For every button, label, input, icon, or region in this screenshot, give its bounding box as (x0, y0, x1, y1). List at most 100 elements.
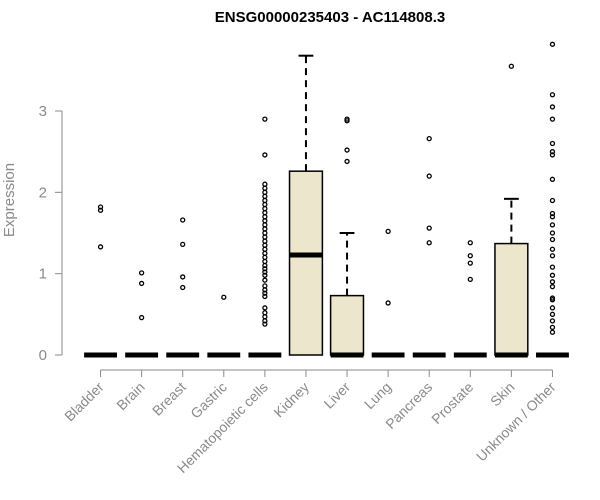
outlier-point (549, 236, 556, 243)
box-group-breast (166, 217, 200, 358)
box-group-pancreas (412, 136, 446, 358)
outlier-point (262, 226, 268, 232)
outlier-point (344, 158, 350, 165)
outlier-point (344, 147, 350, 153)
outlier-point (344, 116, 350, 122)
outlier-point (549, 305, 556, 311)
outlier-point (262, 185, 268, 191)
outlier-point (262, 254, 268, 261)
outlier-point (180, 217, 186, 223)
x-tick-label: Kidney (270, 379, 312, 421)
y-axis-label: Expression (1, 163, 18, 237)
y-tick-label: 1 (39, 266, 47, 283)
box (329, 294, 365, 356)
outlier-point (549, 329, 556, 335)
outlier-point (262, 305, 268, 311)
outlier-point (262, 250, 268, 256)
y-tick-label: 3 (39, 103, 47, 120)
outlier-point (549, 104, 556, 110)
outlier-point (549, 324, 556, 330)
outlier-point (262, 318, 268, 324)
outlier-point (262, 246, 268, 252)
outlier-point (262, 258, 268, 265)
outlier-point (180, 284, 186, 291)
outlier-point (262, 314, 268, 320)
outlier-point (97, 204, 104, 210)
y-tick-label: 0 (39, 347, 47, 364)
chart-title: ENSG00000235403 - AC114808.3 (215, 9, 445, 26)
box (288, 170, 324, 356)
outlier-point (549, 230, 556, 236)
outlier-point (426, 173, 432, 179)
outlier-point (549, 149, 556, 155)
outlier-point (262, 266, 268, 272)
box-group-skin (494, 63, 529, 358)
outlier-point (262, 197, 268, 204)
box-group-prostate (453, 240, 487, 358)
x-tick-label: Brain (113, 379, 147, 413)
outlier-point (262, 269, 268, 275)
outlier-point (262, 189, 268, 195)
outlier-point (549, 295, 556, 301)
outlier-point (549, 222, 556, 228)
y-tick-label: 2 (39, 184, 47, 201)
outlier-point (467, 253, 473, 259)
outlier-point (549, 140, 556, 147)
box-group-brain (125, 270, 159, 358)
box-group-kidney (288, 54, 324, 356)
outlier-point (262, 152, 268, 158)
outlier-point (549, 279, 556, 285)
outlier-point (97, 244, 104, 250)
outlier-point (549, 176, 556, 182)
outlier-point (262, 230, 268, 236)
outlier-point (138, 280, 145, 287)
outlier-point (549, 318, 556, 324)
outlier-point (262, 293, 268, 300)
outlier-point (467, 276, 473, 283)
box-group-hematopoietic-cells (248, 116, 282, 358)
outlier-point (262, 218, 268, 224)
outlier-point (549, 116, 556, 122)
box-group-lung (371, 228, 405, 358)
outlier-point (262, 201, 268, 208)
outlier-point (262, 287, 268, 293)
outlier-point (549, 264, 556, 270)
outlier-point (426, 136, 432, 142)
x-tick-label: Breast (149, 379, 189, 419)
outlier-point (262, 310, 268, 316)
outlier-point (262, 290, 268, 296)
box-group-gastric (207, 294, 241, 358)
outlier-point (549, 246, 556, 252)
box-group-liver (329, 116, 365, 358)
outlier-point (385, 300, 391, 306)
boxes (84, 41, 569, 358)
x-tick-label: Bladder (61, 379, 107, 425)
outlier-point (262, 272, 268, 278)
outlier-point (467, 240, 473, 246)
outlier-point (262, 181, 268, 187)
outlier-point (426, 225, 432, 231)
outlier-point (549, 152, 556, 158)
x-tick-label: Skin (487, 379, 518, 410)
outlier-point (221, 294, 227, 300)
outlier-point (549, 284, 556, 290)
outlier-point (467, 260, 473, 266)
outlier-point (262, 238, 268, 244)
outlier-point (262, 214, 268, 220)
x-tick-label: Liver (320, 379, 353, 412)
outlier-point (549, 253, 556, 259)
outlier-point (549, 214, 556, 220)
box-group-unknown-other (536, 41, 569, 358)
x-tick-label: Prostate (428, 379, 476, 427)
outlier-point (262, 321, 268, 327)
outlier-point (508, 63, 515, 69)
outlier-point (262, 277, 268, 283)
outlier-point (262, 262, 268, 269)
outlier-point (97, 207, 104, 213)
outlier-point (262, 234, 268, 240)
outlier-point (262, 242, 268, 248)
outlier-point (138, 314, 145, 321)
outlier-point (549, 311, 556, 317)
